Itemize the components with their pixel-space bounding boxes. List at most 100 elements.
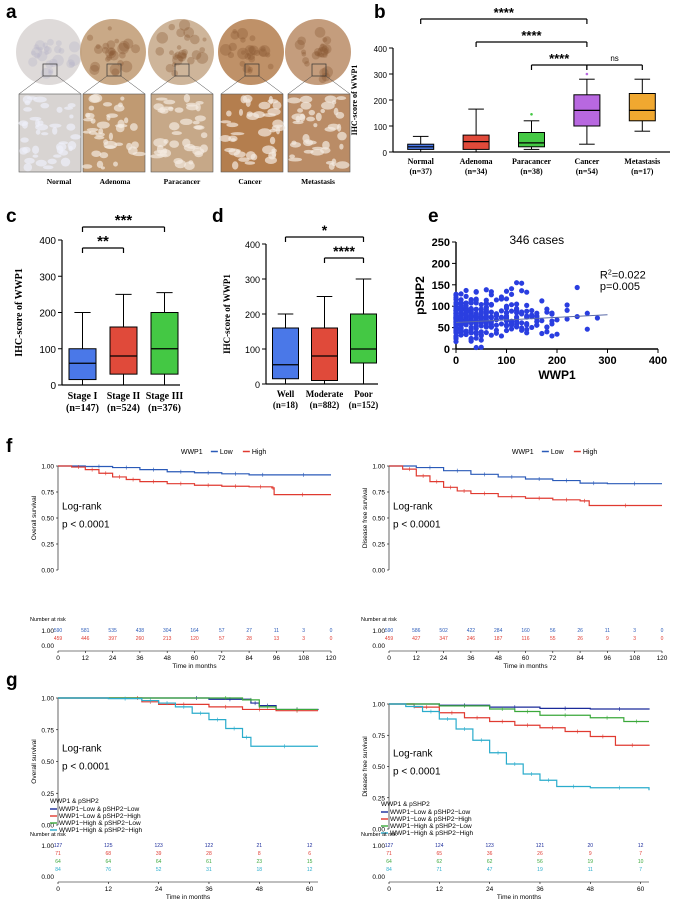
tissue-texture [109, 63, 121, 75]
panel-label-d: d [212, 206, 224, 227]
scatter-point [549, 311, 555, 317]
tissue-gland [131, 141, 139, 149]
tissue-gland [102, 102, 113, 107]
risk-value: 68 [106, 851, 112, 857]
tissue-texture [53, 45, 62, 54]
tissue-texture [253, 49, 260, 57]
risk-value: 13 [274, 636, 280, 642]
tissue-gland [315, 112, 322, 122]
risk-value: 3 [302, 628, 305, 634]
tissue-texture [294, 39, 305, 50]
tissue-gland [268, 95, 274, 105]
scatter-point [463, 331, 469, 338]
scatter-point [503, 322, 510, 328]
legend-title: WWP1 & pSHP2 [50, 798, 99, 805]
risk-value: 9 [589, 851, 592, 857]
risk-table-title: Number at risk [361, 832, 397, 838]
tissue-texture [44, 50, 49, 55]
tissue-texture [165, 64, 175, 73]
tissue-texture [191, 50, 202, 60]
tissue-texture [190, 34, 200, 45]
panel-label-e: e [428, 206, 439, 227]
scatter-point [473, 317, 479, 323]
caption-normal: Normal [46, 177, 72, 186]
tissue-texture [317, 46, 329, 58]
tissue-gland [90, 118, 96, 124]
box-1 [109, 326, 138, 375]
box-1 [462, 134, 490, 150]
tissue-gland [55, 142, 67, 151]
risk-value: 64 [156, 859, 162, 865]
scatter-point [498, 294, 505, 300]
caption-paracancer: Paracancer [163, 177, 201, 186]
tissue-gland [288, 157, 303, 162]
category-label: Poor [354, 389, 373, 399]
y-tick-label: 100 [39, 345, 56, 356]
scatter-point [478, 306, 484, 312]
logrank-label: Log-rank [393, 749, 433, 760]
tissue-texture [311, 51, 320, 60]
risk-value: 590 [385, 628, 394, 634]
tissue-gland [313, 123, 318, 128]
tissue-gland [337, 131, 347, 141]
tissue-gland [168, 106, 174, 112]
tissue-texture [48, 70, 54, 76]
tissue-gland [23, 163, 33, 172]
risk-value: 3 [633, 636, 636, 642]
y-tick-label: 400 [374, 45, 388, 54]
tissue-gland [88, 94, 100, 103]
risk-value: 502 [439, 628, 448, 634]
tissue-core [285, 19, 351, 85]
risk-value: 26 [537, 851, 543, 857]
category-n-label: (n=18) [273, 400, 298, 410]
tissue-texture [322, 37, 328, 43]
tissue-gland [230, 132, 245, 136]
tissue-texture [118, 40, 130, 52]
tissue-texture [68, 61, 75, 68]
risk-value: 52 [156, 867, 162, 873]
scatter-point [458, 307, 464, 314]
tissue-texture [176, 45, 182, 50]
scatter-point [498, 333, 505, 339]
tissue-gland [88, 105, 95, 111]
tissue-core [80, 19, 146, 85]
tissue-gland [49, 123, 62, 128]
scatter-point [498, 321, 505, 327]
risk-value: 15 [307, 859, 313, 865]
risk-axis-label: 1.00 [41, 628, 54, 635]
caption-cancer: Cancer [238, 177, 262, 186]
tissue-gland [132, 151, 146, 157]
scatter-point [473, 296, 479, 302]
tissue-texture [247, 46, 255, 53]
box-0 [272, 327, 299, 380]
y-tick-label: 0 [383, 149, 388, 158]
category-n-label: (n=376) [148, 403, 181, 414]
tissue-texture [240, 37, 246, 43]
scatter-point [478, 337, 484, 343]
sig-label: **** [494, 5, 515, 20]
risk-value: 446 [81, 636, 90, 642]
x-tick-label: 0 [387, 655, 391, 662]
legend-entry: WWP1−Low & pSHP2−High [390, 816, 472, 823]
tissue-gland [230, 138, 236, 142]
tissue-gland [108, 132, 114, 141]
scatter-point [483, 297, 489, 303]
scatter-point [473, 329, 479, 335]
tissue-texture [202, 37, 207, 42]
x-axis-label: Time in months [172, 663, 217, 670]
category-label: Stage I [68, 391, 98, 402]
scatter-point [478, 332, 484, 338]
category-label: Paracancer [512, 157, 552, 166]
category-n-label: (n=17) [631, 167, 654, 176]
category-n-label: (n=147) [66, 403, 99, 414]
scatter-point [544, 329, 550, 335]
tissue-zoom-line [287, 75, 313, 95]
risk-value: 64 [55, 859, 61, 865]
tissue-texture [239, 60, 246, 67]
tissue-gland [171, 131, 182, 136]
scatter-point [468, 307, 474, 314]
tissue-gland [299, 95, 313, 103]
scatter-title: 346 cases [509, 233, 564, 247]
tissue-texture [106, 54, 113, 61]
tissue-zoom-box [174, 63, 190, 77]
